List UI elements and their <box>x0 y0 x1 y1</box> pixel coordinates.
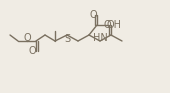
Text: O: O <box>28 46 36 56</box>
Text: HN: HN <box>93 32 107 43</box>
Text: O: O <box>23 32 31 43</box>
Text: O: O <box>89 10 97 20</box>
Text: OH: OH <box>106 20 122 30</box>
Text: S: S <box>64 33 70 44</box>
Text: O: O <box>103 20 111 30</box>
